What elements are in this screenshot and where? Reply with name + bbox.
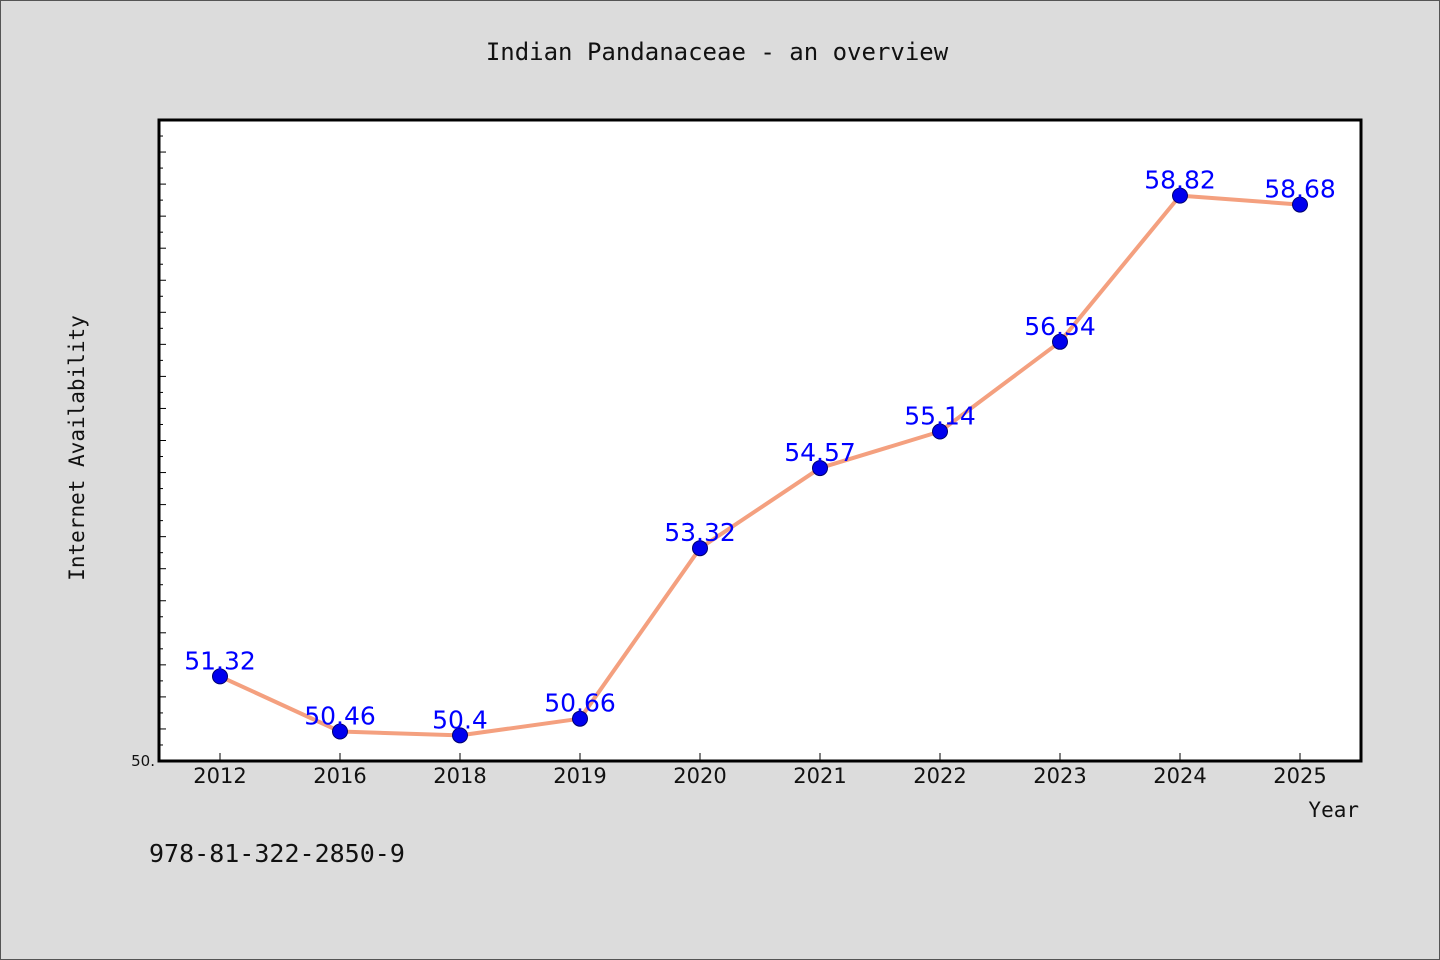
data-label: 58.82 — [1144, 166, 1216, 195]
x-tick-label: 2022 — [913, 764, 966, 788]
x-tick-label: 2024 — [1153, 764, 1206, 788]
data-label: 50.4 — [432, 705, 488, 734]
data-point — [1172, 187, 1188, 204]
data-label: 50.66 — [544, 689, 616, 718]
y-axis-label: Internet Availability — [65, 315, 89, 581]
data-label: 58.68 — [1264, 175, 1336, 204]
data-point — [812, 460, 828, 477]
x-tick-label: 2012 — [193, 764, 246, 788]
x-tick-labels: 2012 2016 2018 2019 2020 2021 2022 2023 2024 2025 — [193, 764, 1326, 788]
data-point — [332, 723, 348, 740]
x-tick-label: 2025 — [1273, 764, 1326, 788]
x-tick-label: 2016 — [313, 764, 366, 788]
data-point — [1052, 333, 1068, 350]
series-line — [219, 193, 1301, 738]
footer-isbn: 978-81-322-2850-9 — [149, 839, 405, 868]
data-point — [212, 668, 228, 685]
x-tick-label: 2019 — [553, 764, 606, 788]
data-label: 53.32 — [664, 518, 736, 547]
data-point — [692, 540, 708, 557]
x-tick-label: 2023 — [1033, 764, 1086, 788]
data-label: 54.57 — [784, 438, 856, 467]
x-tick-label: 2020 — [673, 764, 726, 788]
x-axis-ticks — [219, 753, 1301, 761]
y-axis-ticks — [159, 119, 166, 762]
x-tick-label: 2018 — [433, 764, 486, 788]
data-point — [932, 423, 948, 440]
data-point — [452, 727, 468, 744]
chart-title: Indian Pandanaceae - an overview — [486, 38, 949, 66]
data-labels: 51.32 50.46 50.4 50.66 53.32 54.57 55.14 56.54 5… — [184, 166, 1336, 735]
x-axis-label: Year — [1308, 798, 1359, 822]
data-label: 55.14 — [904, 402, 976, 431]
data-point — [572, 710, 588, 727]
data-label: 50.46 — [304, 702, 376, 731]
data-label: 56.54 — [1024, 312, 1096, 341]
series-points — [212, 187, 1308, 744]
data-label: 51.32 — [184, 646, 256, 675]
y-tick-label: 50. — [131, 752, 155, 770]
plot-area — [157, 118, 1363, 763]
x-tick-label: 2021 — [793, 764, 846, 788]
data-point — [1292, 196, 1308, 213]
